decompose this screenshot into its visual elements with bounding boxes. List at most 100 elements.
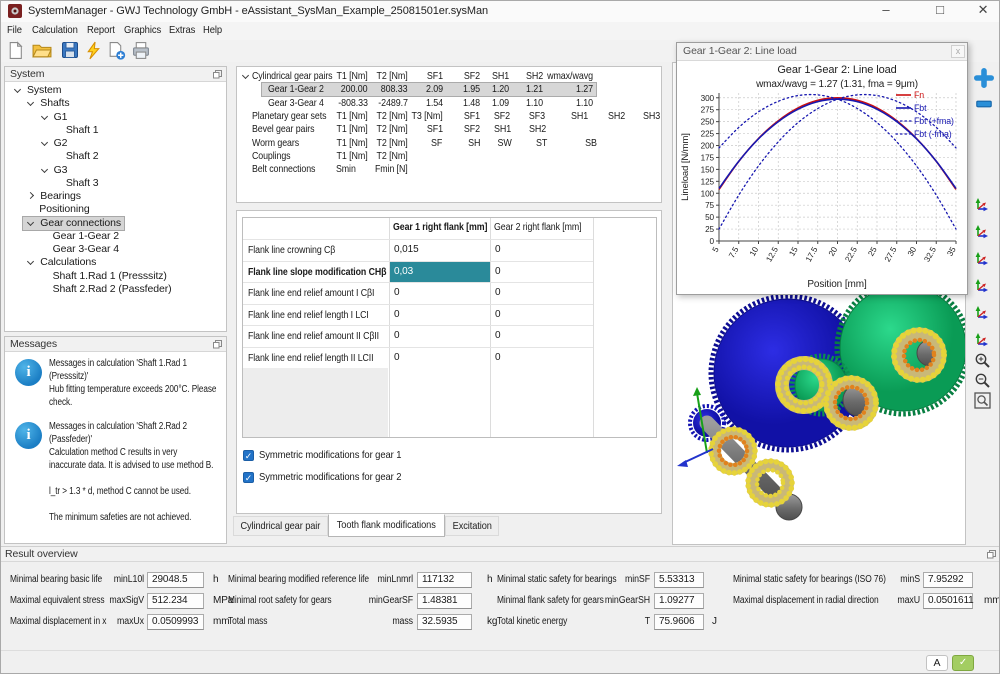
tree-item[interactable]: System <box>5 84 226 97</box>
tree-item[interactable]: Calculations <box>5 256 226 269</box>
tree-item[interactable]: Positioning <box>5 203 226 216</box>
tree-item[interactable]: Shafts <box>5 97 226 110</box>
gear-table-row[interactable]: Cylindrical gear pairs T1 [Nm] T2 [Nm] SF1 S… <box>237 70 661 83</box>
flank-cell-gear2[interactable]: 0 <box>495 308 501 320</box>
tree-item[interactable]: Shaft 3 <box>5 177 226 190</box>
chevron-right-icon[interactable] <box>27 191 35 200</box>
tree-item[interactable]: G1 <box>5 111 226 124</box>
float-icon[interactable] <box>213 340 222 349</box>
chart-window-titlebar[interactable]: Gear 1-Gear 2: Line load x <box>677 43 967 61</box>
tree-item[interactable]: Shaft 1 <box>5 124 226 137</box>
gear-table-row[interactable]: Bevel gear pairs T1 [Nm] T2 [Nm] SF1 SF2 SH1 S… <box>237 123 661 136</box>
view-right-icon[interactable] <box>974 277 996 299</box>
gear-table-cell: 1.48 <box>462 96 480 109</box>
menu-file[interactable]: File <box>7 24 22 36</box>
flank-cell-gear2[interactable]: 0 <box>495 352 501 363</box>
flank-cell-gear1[interactable]: 0 <box>394 287 400 299</box>
status-ok-icon[interactable]: ✓ <box>952 655 974 671</box>
flank-cell-gear1[interactable]: 0 <box>394 330 400 342</box>
grid-line <box>389 218 390 437</box>
chevron-down-icon[interactable] <box>40 112 48 120</box>
menu-graphics[interactable]: Graphics <box>124 24 162 36</box>
tab-cylindrical-gear-pair[interactable]: Cylindrical gear pair <box>233 516 328 536</box>
tree-item[interactable]: G2 <box>5 137 226 150</box>
tab-excitation[interactable]: Excitation <box>445 516 499 536</box>
result-field-value[interactable]: 5.53313 <box>654 572 704 588</box>
view-iso-icon[interactable] <box>974 196 996 218</box>
gear-table-row[interactable]: Belt connections Smin Fmin [N] <box>237 163 661 176</box>
flank-cell-gear1[interactable]: 0,03 <box>394 265 414 277</box>
menu-calculation[interactable]: Calculation <box>32 24 78 36</box>
result-field-value[interactable]: 512.234 <box>147 593 204 609</box>
minimize-button[interactable]: – <box>882 2 890 17</box>
chart-window[interactable]: Gear 1-Gear 2: Line load x Gear 1-Gear 2… <box>676 42 968 295</box>
gear-table-row-label: Bevel gear pairs <box>252 123 315 136</box>
checkbox-symmetric-gear1[interactable]: ✓ <box>243 450 254 461</box>
calculate-icon[interactable] <box>84 41 106 61</box>
gear-table-row[interactable]: Worm gears T1 [Nm] T2 [Nm] SF SH SW ST SB <box>237 137 661 150</box>
remove-icon[interactable] <box>974 94 996 116</box>
add-icon[interactable] <box>974 68 996 90</box>
result-field-value[interactable]: 29048.5 <box>147 572 204 588</box>
save-file-icon[interactable] <box>61 41 83 61</box>
float-icon[interactable] <box>213 70 222 79</box>
print-icon[interactable] <box>131 41 153 61</box>
flank-cell-gear1[interactable]: 0 <box>394 308 400 320</box>
result-field-value[interactable]: 32.5935 <box>417 614 472 630</box>
svg-text:75: 75 <box>705 201 714 210</box>
new-file-icon[interactable] <box>6 41 28 61</box>
language-button[interactable]: A <box>926 655 948 671</box>
chevron-down-icon[interactable] <box>27 99 35 107</box>
result-field-value[interactable]: 0.0509993 <box>147 614 204 630</box>
view-top-icon[interactable] <box>974 304 996 326</box>
result-field-value[interactable]: 0.0501611 <box>923 593 974 609</box>
checkbox-symmetric-gear2[interactable]: ✓ <box>243 472 254 483</box>
new-report-icon[interactable] <box>107 41 129 61</box>
tree-item[interactable]: Shaft 2 <box>5 150 226 163</box>
gears-3d-view[interactable] <box>673 63 965 544</box>
flank-cell-gear2[interactable]: 0 <box>495 287 501 299</box>
flank-cell-gear2[interactable]: 0 <box>495 330 501 342</box>
view-bottom-icon[interactable] <box>974 331 996 353</box>
chevron-down-icon[interactable] <box>40 138 48 147</box>
chevron-down-icon[interactable] <box>27 218 35 226</box>
tree-item[interactable]: Shaft 1.Rad 1 (Presssitz) <box>5 270 226 283</box>
result-field-value[interactable]: 1.48381 <box>417 593 472 609</box>
menu-help[interactable]: Help <box>203 24 223 36</box>
tab-tooth-flank-modifications[interactable]: Tooth flank modifications <box>328 514 445 537</box>
gear-table-row[interactable]: Gear 1-Gear 2 200.00 808.33 2.09 1.95 1.20 1.2… <box>237 82 661 98</box>
menu-report[interactable]: Report <box>87 24 115 36</box>
tree-item[interactable]: G3 <box>5 164 226 177</box>
result-field-value[interactable]: 75.9606 <box>654 614 704 630</box>
result-field-value[interactable]: 7.95292 <box>923 572 973 588</box>
view-left-icon[interactable] <box>974 250 996 272</box>
maximize-button[interactable]: □ <box>936 2 944 17</box>
view-front-icon[interactable] <box>974 223 996 245</box>
zoom-out-icon[interactable] <box>974 372 996 394</box>
result-field-value[interactable]: 117132 <box>417 572 472 588</box>
result-field-value[interactable]: 1.09277 <box>654 593 704 609</box>
flank-cell-gear2[interactable]: 0 <box>495 265 501 277</box>
open-file-icon[interactable] <box>32 41 54 61</box>
tree-item[interactable]: Gear 3-Gear 4 <box>5 243 226 256</box>
menu-extras[interactable]: Extras <box>169 24 196 36</box>
tree-item[interactable]: Gear connections <box>5 215 226 231</box>
tree-item[interactable]: Shaft 2.Rad 2 (Passfeder) <box>5 283 226 296</box>
gear-table-row[interactable]: Couplings T1 [Nm] T2 [Nm] <box>237 150 661 163</box>
gear-table-row[interactable]: Gear 3-Gear 4 -808.33 -2489.7 1.54 1.48 1.09 1… <box>237 97 661 110</box>
close-button[interactable]: ✕ <box>977 2 989 17</box>
chevron-down-icon[interactable] <box>241 71 250 80</box>
flank-cell-gear1[interactable]: 0,015 <box>394 244 419 255</box>
float-icon[interactable] <box>987 550 996 559</box>
chevron-down-icon[interactable] <box>13 85 22 94</box>
gear-table-row[interactable]: Planetary gear sets T1 [Nm] T2 [Nm] T3 [Nm]… <box>237 110 661 123</box>
flank-cell-gear2[interactable]: 0 <box>495 244 501 255</box>
zoom-in-icon[interactable] <box>974 352 996 374</box>
chart-close-icon[interactable]: x <box>951 45 965 58</box>
tree-item[interactable]: Gear 1-Gear 2 <box>5 230 226 243</box>
chevron-down-icon[interactable] <box>40 165 48 173</box>
zoom-fit-icon[interactable] <box>974 392 996 414</box>
flank-cell-gear1[interactable]: 0 <box>394 352 400 363</box>
tree-item[interactable]: Bearings <box>5 190 226 203</box>
chevron-down-icon[interactable] <box>27 258 35 266</box>
